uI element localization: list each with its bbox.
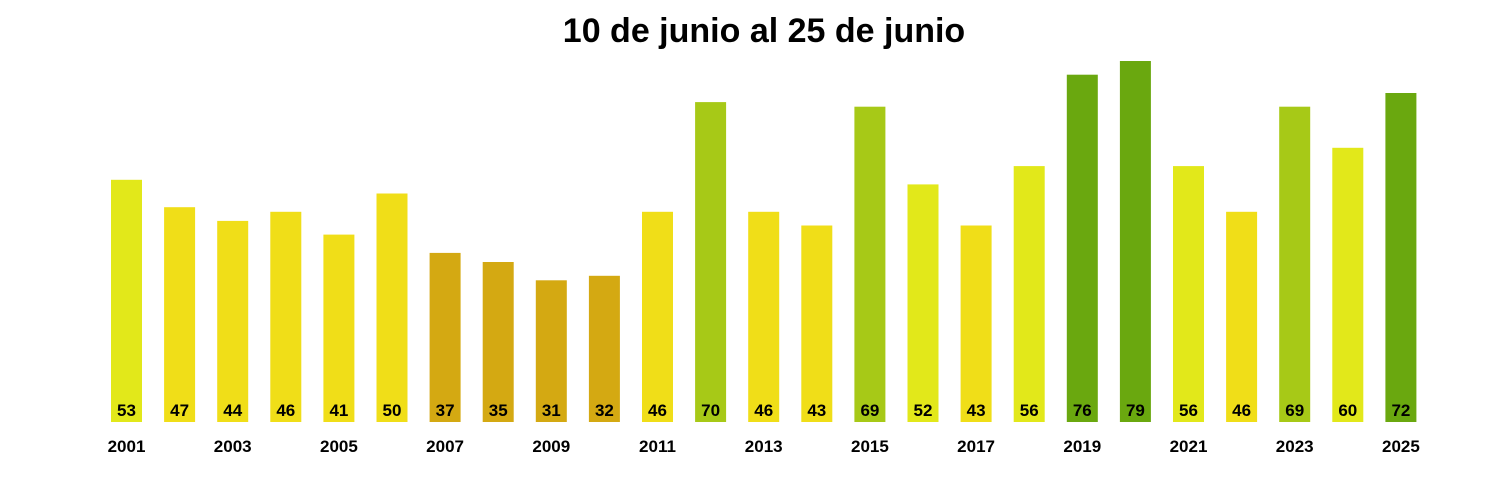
bar-value-label-2006: 50 [383,401,402,420]
x-tick-label-2003: 2003 [214,437,252,456]
bar-value-label-2021: 56 [1179,401,1198,420]
bar-2011 [642,211,673,422]
bar-2012 [695,102,727,422]
bar-value-label-2018: 56 [1020,401,1039,420]
bar-value-label-2004: 46 [276,401,295,420]
bar-2003 [217,220,249,422]
bar-2010 [588,275,620,422]
x-tick-label-2017: 2017 [957,437,995,456]
bar-2004 [270,211,302,422]
bar-2008 [482,262,514,422]
bar-2017 [960,225,992,422]
bar-value-label-2011: 46 [648,401,667,420]
bar-value-label-2016: 52 [914,401,933,420]
bar-value-label-2007: 37 [436,401,455,420]
bar-value-label-2017: 43 [967,401,986,420]
bar-value-label-2019: 76 [1073,401,1092,420]
x-tick-label-2015: 2015 [851,437,889,456]
bar-value-label-2020: 79 [1126,401,1145,420]
bar-value-label-2003: 44 [223,401,242,420]
bar-2022 [1226,211,1258,422]
bar-value-label-2023: 69 [1285,401,1304,420]
bar-2023 [1279,106,1311,422]
chart-title: 10 de junio al 25 de junio [562,12,966,50]
bar-2024 [1332,147,1364,423]
x-tick-label-2025: 2025 [1382,437,1420,456]
x-tick-label-2005: 2005 [320,437,358,456]
bar-value-label-2013: 46 [754,401,773,420]
bar-value-label-2014: 43 [807,401,826,420]
bar-value-label-2008: 35 [489,401,508,420]
bar-2013 [748,211,780,422]
bar-value-label-2001: 53 [117,401,136,420]
x-tick-label-2019: 2019 [1063,437,1101,456]
bar-2020 [1119,61,1151,422]
bar-value-label-2012: 70 [701,401,720,420]
x-tick-label-2021: 2021 [1170,437,1208,456]
x-tick-label-2009: 2009 [532,437,570,456]
bar-value-label-2015: 69 [860,401,879,420]
bar-2005 [323,234,355,422]
x-tick-label-2023: 2023 [1276,437,1314,456]
bar-value-label-2022: 46 [1232,401,1251,420]
x-tick-label-2013: 2013 [745,437,783,456]
bar-2001 [111,179,142,422]
bar-2019 [1066,74,1098,422]
bar-2006 [376,193,408,422]
bar-value-label-2010: 32 [595,401,614,420]
bar-value-label-2025: 72 [1391,401,1410,420]
x-tick-label-2007: 2007 [426,437,464,456]
bar-2014 [801,225,833,422]
bar-2015 [854,106,886,422]
bar-2016 [907,184,939,422]
bar-value-label-2005: 41 [329,401,348,420]
bar-2018 [1013,166,1045,422]
x-tick-label-2011: 2011 [639,437,676,456]
bar-value-label-2009: 31 [542,401,561,420]
bar-2007 [429,252,461,422]
bar-2009 [535,280,567,422]
bar-2025 [1385,93,1417,422]
bar-2021 [1173,166,1204,422]
bar-value-label-2002: 47 [170,401,189,420]
bar-value-label-2024: 60 [1338,401,1357,420]
bar-2002 [164,207,196,422]
x-tick-label-2001: 2001 [108,437,146,456]
